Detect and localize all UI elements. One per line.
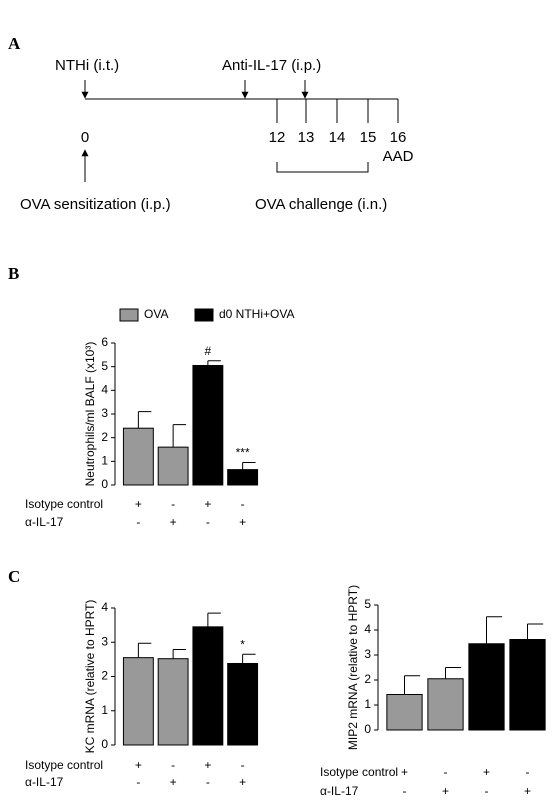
y-tick-label: 0 — [101, 477, 108, 491]
event-label: NTHi (i.t.) — [55, 57, 119, 74]
treatment-label: Isotype control — [320, 765, 398, 779]
treatment-sign: - — [171, 758, 175, 772]
y-tick-label: 1 — [101, 454, 108, 468]
treatment-sign: + — [239, 775, 246, 789]
y-tick-label: 4 — [364, 622, 371, 636]
error-bar — [172, 648, 187, 659]
y-tick-label: 3 — [364, 647, 371, 661]
day-label: 0 — [81, 129, 89, 146]
y-axis-label: MIP2 mRNA (relative to HPRT) — [346, 585, 360, 750]
panel-label: A — [8, 34, 21, 53]
treatment-sign: + — [524, 784, 531, 798]
error-bar — [445, 667, 462, 679]
y-tick-label: 3 — [101, 406, 108, 420]
treatment-sign: + — [401, 765, 408, 779]
treatment-sign: + — [204, 758, 211, 772]
day-label: 14 — [329, 129, 346, 146]
bar — [122, 657, 154, 746]
bar — [227, 662, 259, 746]
y-tick-label: 3 — [101, 634, 108, 648]
y-tick-label: 2 — [101, 669, 108, 683]
bar — [192, 364, 224, 486]
error-bar — [207, 612, 221, 627]
treatment-sign: - — [241, 497, 245, 511]
error-bar — [242, 653, 256, 664]
day-label: 16 — [390, 129, 407, 146]
treatment-sign: + — [204, 497, 211, 511]
treatment-sign: + — [483, 765, 490, 779]
bar — [427, 678, 464, 731]
y-tick-label: 2 — [101, 430, 108, 444]
error-bar — [527, 623, 544, 640]
end-label: AAD — [383, 148, 414, 165]
bar — [157, 446, 189, 486]
error-bar — [137, 642, 152, 658]
treatment-sign: + — [239, 515, 246, 529]
error-bar — [404, 675, 421, 695]
treatment-sign: - — [526, 765, 530, 779]
bar — [468, 643, 505, 731]
treatment-sign: + — [135, 758, 142, 772]
treatment-sign: + — [135, 497, 142, 511]
panel-label: C — [8, 567, 20, 586]
annotation: # — [205, 344, 212, 358]
y-tick-label: 1 — [364, 697, 371, 711]
y-tick-label: 0 — [101, 737, 108, 751]
treatment-label: α-IL-17 — [25, 515, 64, 529]
timeline: NTHi (i.t.) Anti-IL-17 (i.p.) 0 12 13 14… — [20, 57, 414, 213]
treatment-sign: - — [241, 758, 245, 772]
treatment-sign: + — [170, 775, 177, 789]
treatment-sign: - — [136, 775, 140, 789]
panel-label: B — [8, 264, 19, 283]
y-tick-label: 6 — [101, 335, 108, 349]
legend-label: d0 NTHi+OVA — [219, 307, 294, 321]
bar — [227, 469, 259, 486]
y-tick-label: 1 — [101, 703, 108, 717]
treatment-sign: - — [171, 497, 175, 511]
treatment-sign: - — [444, 765, 448, 779]
y-axis-label: KC mRNA (relative to HPRT) — [83, 600, 97, 754]
y-tick-label: 2 — [364, 672, 371, 686]
treatment-sign: + — [170, 515, 177, 529]
bar — [386, 694, 423, 731]
legend-swatch — [119, 308, 139, 322]
y-tick-label: 4 — [101, 600, 108, 614]
bar — [122, 427, 154, 486]
bar — [157, 658, 189, 746]
y-tick-label: 0 — [364, 722, 371, 736]
day-label: 15 — [360, 129, 377, 146]
treatment-sign: - — [403, 784, 407, 798]
treatment-sign: - — [136, 515, 140, 529]
annotation: * — [240, 637, 245, 651]
error-bar — [137, 411, 152, 429]
treatment-label: α-IL-17 — [320, 784, 359, 798]
y-tick-label: 5 — [364, 597, 371, 611]
annotation: *** — [236, 446, 250, 460]
event-label: Anti-IL-17 (i.p.) — [222, 57, 321, 74]
legend-swatch — [194, 308, 214, 322]
error-bar — [486, 616, 503, 644]
treatment-label: Isotype control — [25, 497, 103, 511]
y-axis-label: Neutrophils/ml BALF (x10³) — [83, 342, 97, 487]
error-bar — [172, 424, 187, 448]
treatment-sign: - — [485, 784, 489, 798]
legend-label: OVA — [144, 307, 168, 321]
sensitization-label: OVA sensitization (i.p.) — [20, 196, 171, 213]
challenge-label: OVA challenge (i.n.) — [255, 196, 387, 213]
bar — [509, 639, 546, 731]
treatment-label: α-IL-17 — [25, 775, 64, 789]
y-tick-label: 5 — [101, 359, 108, 373]
day-label: 13 — [298, 129, 315, 146]
bracket — [276, 162, 369, 173]
treatment-sign: - — [206, 775, 210, 789]
day-label: 12 — [269, 129, 286, 146]
y-tick-label: 4 — [101, 383, 108, 397]
treatment-sign: + — [442, 784, 449, 798]
treatment-label: Isotype control — [25, 758, 103, 772]
error-bar — [242, 462, 256, 470]
bar — [192, 626, 224, 746]
error-bar — [207, 360, 221, 366]
treatment-sign: - — [206, 515, 210, 529]
